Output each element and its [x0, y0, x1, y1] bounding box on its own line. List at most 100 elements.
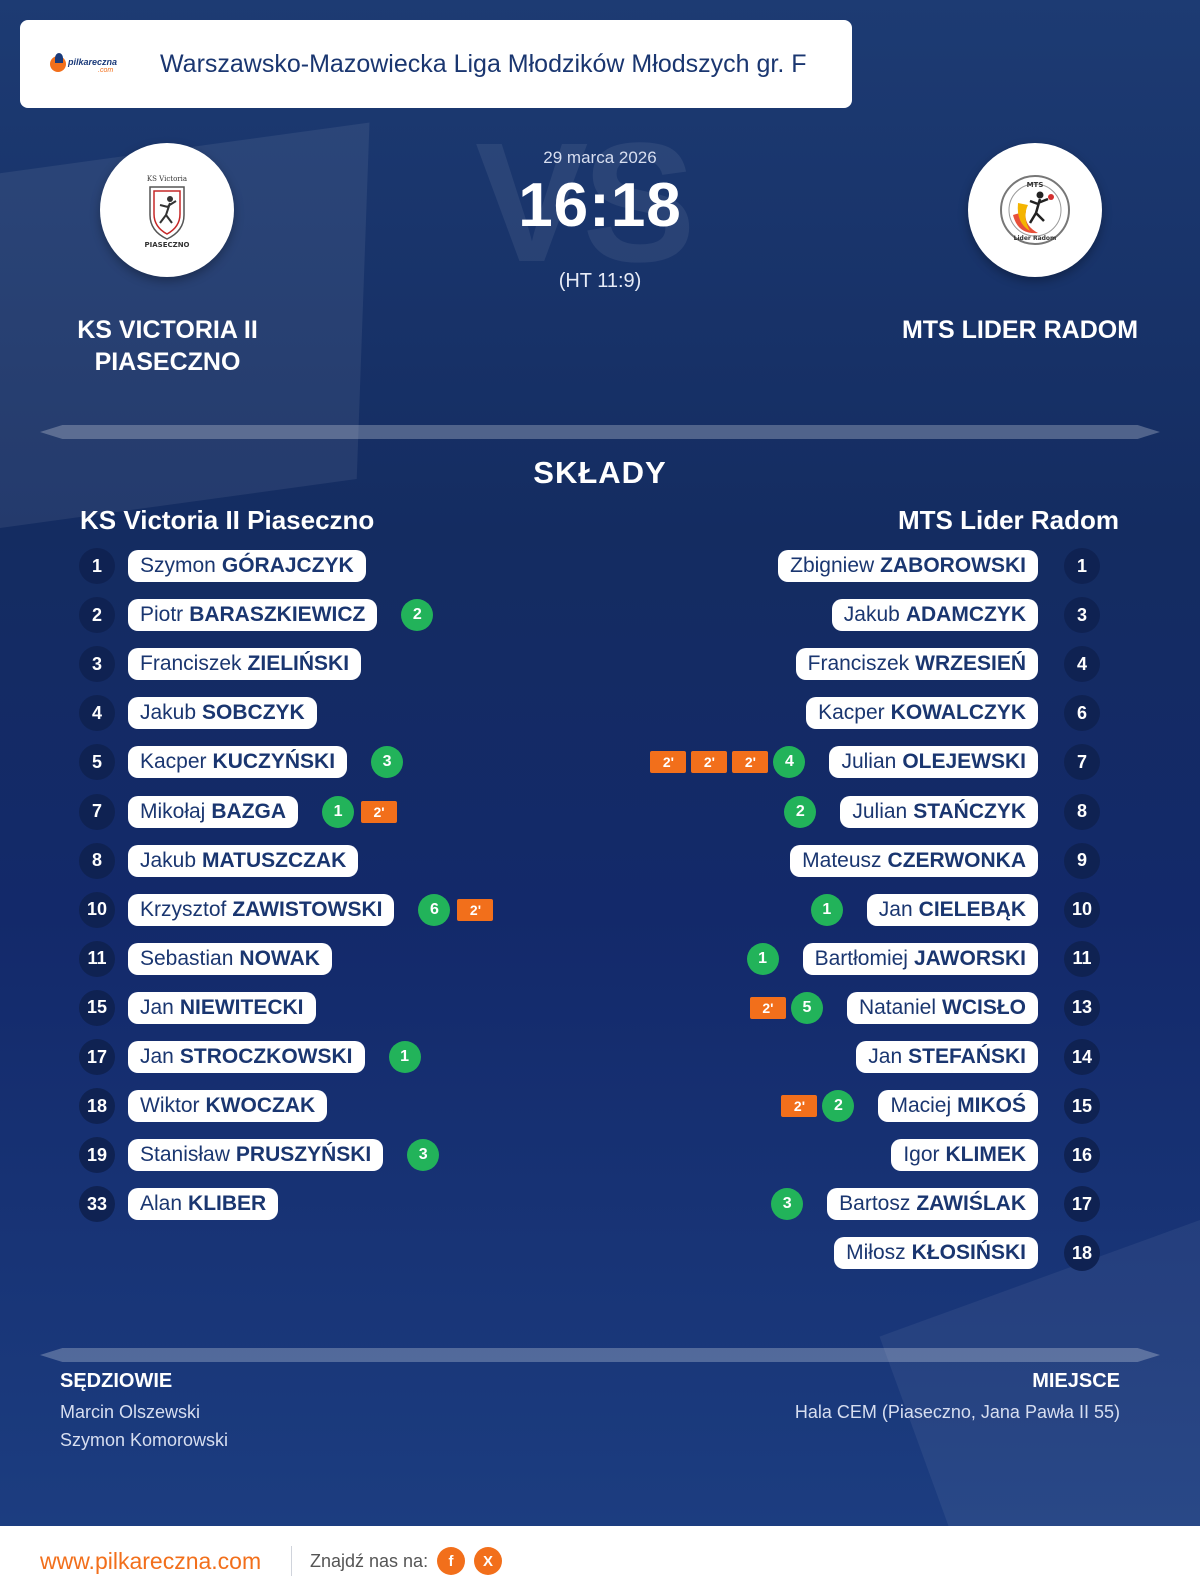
- player-number: 1: [1064, 548, 1100, 584]
- suspension-badge: 2': [732, 751, 769, 774]
- facebook-icon[interactable]: f: [437, 1547, 465, 1575]
- player-name[interactable]: Krzysztof ZAWISTOWSKI: [128, 893, 395, 926]
- player-name[interactable]: Franciszek ZIELIŃSKI: [128, 648, 362, 681]
- player-first-name: Mikołaj: [140, 799, 206, 823]
- squads-title: SKŁADY: [533, 455, 667, 490]
- home-logo-top-text: KS Victoria: [147, 175, 187, 183]
- player-number: 18: [79, 1088, 115, 1125]
- player-row: 6 Kacper KOWALCZYK: [806, 695, 1100, 732]
- player-row: 5 Kacper KUCZYŃSKI 3: [79, 744, 404, 781]
- referees-label: SĘDZIOWIE: [60, 1370, 173, 1392]
- player-first-name: Bartosz: [839, 1192, 911, 1216]
- player-number: 13: [1064, 989, 1100, 1026]
- player-first-name: Bartłomiej: [814, 946, 908, 970]
- player-name[interactable]: Mikołaj BAZGA: [128, 795, 299, 828]
- player-name[interactable]: Stanisław PRUSZYŃSKI: [128, 1139, 384, 1172]
- suspension-badge: 2': [749, 996, 786, 1019]
- brand-logo[interactable]: pilkareczna .com: [50, 50, 140, 80]
- player-name[interactable]: Mateusz CZERWONKA: [790, 844, 1038, 877]
- player-last-name: ZAWIŚLAK: [916, 1192, 1026, 1216]
- player-first-name: Mateusz: [802, 848, 882, 872]
- player-name[interactable]: Kacper KUCZYŃSKI: [128, 746, 348, 779]
- player-last-name: KŁOSIŃSKI: [911, 1241, 1026, 1265]
- player-name[interactable]: Igor KLIMEK: [891, 1139, 1038, 1172]
- player-first-name: Franciszek: [807, 652, 910, 676]
- player-row: 1 Szymon GÓRAJCZYK: [79, 548, 366, 584]
- match-date: 29 marca 2026: [543, 148, 657, 167]
- player-name[interactable]: Bartłomiej JAWORSKI: [802, 942, 1038, 975]
- player-last-name: STAŃCZYK: [913, 799, 1026, 823]
- suspension-badge: 2': [781, 1095, 818, 1118]
- player-row: 2 Piotr BARASZKIEWICZ 2: [79, 597, 434, 634]
- goals-badge: 1: [388, 1041, 421, 1073]
- brand-suffix: .com: [98, 67, 114, 74]
- player-name[interactable]: Maciej MIKOŚ: [878, 1090, 1038, 1123]
- player-name[interactable]: Jan STEFAŃSKI: [856, 1041, 1038, 1073]
- website-link[interactable]: www.pilkareczna.com: [40, 1548, 262, 1574]
- number-column: 14: [1051, 1039, 1100, 1075]
- player-number: 15: [79, 989, 115, 1026]
- player-last-name: KUCZYŃSKI: [212, 750, 336, 774]
- player-first-name: Jan: [140, 1045, 174, 1068]
- player-number: 11: [79, 940, 115, 977]
- player-last-name: STROCZKOWSKI: [179, 1045, 353, 1068]
- player-last-name: NIEWITECKI: [179, 995, 304, 1019]
- player-number: 18: [1064, 1235, 1100, 1272]
- player-number: 10: [79, 891, 115, 928]
- away-team-logo: MTS Lider Radom: [968, 143, 1102, 277]
- player-name[interactable]: Jakub SOBCZYK: [128, 697, 317, 730]
- number-column: 7: [1051, 744, 1100, 781]
- player-last-name: KWOCZAK: [205, 1094, 316, 1118]
- player-name[interactable]: Jakub ADAMCZYK: [831, 599, 1038, 632]
- player-name[interactable]: Nataniel WCISŁO: [846, 991, 1038, 1024]
- player-number: 17: [1064, 1186, 1100, 1223]
- away-squad-title: MTS Lider Radom: [897, 505, 1119, 535]
- player-row: 18 Miłosz KŁOSIŃSKI: [834, 1235, 1100, 1272]
- player-name[interactable]: Sebastian NOWAK: [128, 942, 332, 975]
- number-column: 18: [1051, 1235, 1100, 1272]
- player-row: 4 Franciszek WRZESIEŃ: [795, 646, 1100, 683]
- player-name[interactable]: Bartosz ZAWIŚLAK: [827, 1188, 1038, 1221]
- player-first-name: Jakub: [843, 603, 900, 627]
- player-number: 15: [1064, 1088, 1100, 1125]
- player-name[interactable]: Piotr BARASZKIEWICZ: [128, 599, 378, 632]
- player-number: 4: [79, 695, 115, 732]
- player-name[interactable]: Julian STAŃCZYK: [840, 795, 1038, 828]
- player-number: 1: [79, 548, 115, 584]
- number-column: 11: [1051, 940, 1100, 977]
- player-last-name: MIKOŚ: [957, 1094, 1026, 1118]
- player-name[interactable]: Jan STROCZKOWSKI: [128, 1041, 365, 1073]
- player-name[interactable]: Franciszek WRZESIEŃ: [795, 648, 1038, 681]
- home-squad-title: KS Victoria II Piaseczno: [80, 505, 375, 535]
- player-first-name: Nataniel: [858, 995, 936, 1019]
- number-column: 17: [1051, 1186, 1100, 1223]
- player-number: 8: [1064, 793, 1100, 830]
- player-name[interactable]: Wiktor KWOCZAK: [128, 1090, 328, 1123]
- player-name[interactable]: Zbigniew ZABOROWSKI: [778, 550, 1038, 582]
- suspension-badge: 2': [457, 898, 494, 921]
- player-last-name: JAWORSKI: [913, 946, 1026, 970]
- player-name[interactable]: Jakub MATUSZCZAK: [128, 844, 359, 877]
- player-name[interactable]: Miłosz KŁOSIŃSKI: [834, 1237, 1038, 1270]
- player-name[interactable]: Jan NIEWITECKI: [128, 991, 316, 1024]
- player-name[interactable]: Szymon GÓRAJCZYK: [128, 550, 366, 582]
- find-us-label: Znajdź nas na:: [310, 1551, 429, 1571]
- goals-badge: 2: [401, 599, 434, 632]
- player-row: 3 Franciszek ZIELIŃSKI: [79, 646, 362, 683]
- number-column: 1: [1051, 548, 1100, 584]
- player-last-name: ADAMCZYK: [905, 603, 1026, 627]
- player-row: 8 Julian STAŃCZYK 2: [784, 793, 1100, 830]
- player-row: 33 Alan KLIBER: [79, 1186, 279, 1223]
- player-first-name: Jan: [140, 995, 174, 1019]
- league-header: pilkareczna .com Warszawsko-Mazowiecka L…: [20, 20, 852, 108]
- player-name[interactable]: Kacper KOWALCZYK: [806, 697, 1038, 730]
- x-icon[interactable]: X: [474, 1547, 502, 1575]
- number-column: 3: [1051, 597, 1100, 634]
- referee-name: Marcin Olszewski: [60, 1402, 201, 1422]
- player-first-name: Jan: [878, 897, 913, 921]
- player-name[interactable]: Julian OLEJEWSKI: [829, 746, 1038, 779]
- player-name[interactable]: Alan KLIBER: [128, 1188, 279, 1221]
- player-name[interactable]: Jan CIELEBĄK: [866, 893, 1038, 926]
- player-last-name: NOWAK: [239, 946, 320, 970]
- divider: [40, 1348, 1160, 1362]
